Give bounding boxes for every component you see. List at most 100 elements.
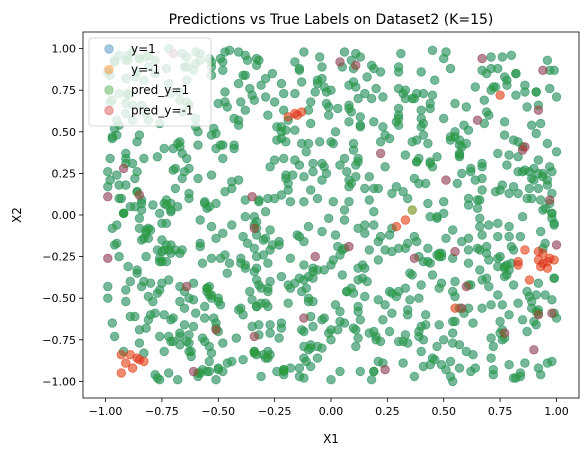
scatter-point bbox=[312, 341, 323, 352]
scatter-point bbox=[355, 315, 366, 325]
scatter-point bbox=[206, 293, 217, 303]
scatter-point bbox=[218, 228, 228, 239]
scatter-point bbox=[141, 323, 151, 333]
scatter-point bbox=[204, 356, 215, 367]
scatter-point bbox=[423, 138, 433, 149]
scatter-point bbox=[154, 375, 165, 385]
scatter-point bbox=[181, 281, 192, 292]
scatter-point bbox=[387, 223, 397, 234]
scatter-point bbox=[317, 175, 327, 185]
scatter-point bbox=[348, 288, 359, 298]
scatter-point bbox=[218, 366, 228, 377]
scatter-point bbox=[409, 173, 420, 184]
scatter-point bbox=[436, 248, 447, 259]
scatter-point bbox=[269, 193, 280, 204]
scatter-point bbox=[373, 295, 384, 305]
scatter-point bbox=[445, 135, 456, 145]
scatter-point bbox=[432, 152, 442, 162]
y-tick-label: −1.00 bbox=[42, 375, 76, 388]
scatter-point bbox=[145, 225, 156, 235]
x-tick-label: −0.25 bbox=[258, 405, 292, 418]
scatter-point bbox=[213, 365, 224, 375]
scatter-point bbox=[249, 243, 260, 254]
scatter-point bbox=[269, 97, 280, 107]
scatter-point bbox=[247, 321, 257, 332]
scatter-point bbox=[364, 171, 375, 182]
scatter-point bbox=[481, 68, 492, 79]
scatter-point bbox=[378, 122, 388, 132]
scatter-point bbox=[288, 170, 298, 180]
scatter-point bbox=[529, 345, 539, 355]
scatter-point bbox=[281, 125, 291, 135]
scatter-point bbox=[105, 175, 115, 185]
scatter-point bbox=[439, 196, 449, 207]
scatter-point bbox=[154, 256, 165, 267]
scatter-point bbox=[538, 248, 548, 259]
scatter-point bbox=[448, 225, 458, 235]
scatter-point bbox=[416, 122, 426, 132]
scatter-point bbox=[254, 320, 264, 330]
scatter-point bbox=[315, 137, 325, 147]
scatter-point bbox=[375, 231, 386, 242]
scatter-point bbox=[425, 258, 435, 268]
scatter-point bbox=[168, 313, 178, 323]
scatter-point bbox=[145, 310, 156, 320]
scatter-point bbox=[486, 85, 496, 95]
scatter-point bbox=[371, 83, 381, 94]
scatter-point bbox=[393, 83, 404, 94]
scatter-point bbox=[297, 138, 307, 149]
scatter-point bbox=[175, 296, 185, 307]
scatter-point bbox=[369, 220, 379, 230]
scatter-point bbox=[477, 230, 487, 240]
scatter-point bbox=[497, 300, 508, 310]
scatter-point bbox=[351, 160, 361, 170]
x-axis-ticks: −1.00 −0.75 −0.50 −0.25 0.00 0.25 0.50 0.75 1.00 bbox=[89, 398, 569, 418]
scatter-point bbox=[204, 290, 215, 300]
scatter-point bbox=[353, 153, 363, 164]
scatter-point bbox=[177, 173, 187, 184]
scatter-point bbox=[240, 50, 251, 61]
scatter-point bbox=[353, 306, 363, 317]
scatter-point bbox=[351, 341, 361, 352]
scatter-point bbox=[425, 98, 435, 109]
scatter-point bbox=[222, 102, 233, 112]
scatter-point bbox=[281, 173, 291, 184]
scatter-point bbox=[475, 213, 485, 224]
scatter-point bbox=[416, 67, 426, 77]
scatter-point bbox=[211, 233, 221, 244]
scatter-point bbox=[317, 315, 327, 325]
y-tick-label: 0.75 bbox=[52, 84, 77, 97]
scatter-point bbox=[461, 281, 472, 292]
scatter-point bbox=[317, 62, 327, 72]
scatter-point bbox=[312, 353, 323, 363]
scatter-point bbox=[315, 52, 325, 62]
scatter-point bbox=[279, 365, 289, 375]
scatter-point bbox=[330, 230, 341, 240]
scatter-point bbox=[233, 78, 244, 89]
scatter-point bbox=[488, 82, 499, 92]
scatter-point bbox=[448, 225, 458, 235]
scatter-point bbox=[184, 346, 194, 357]
scatter-point bbox=[484, 281, 494, 292]
scatter-point bbox=[393, 103, 404, 114]
scatter-point bbox=[206, 130, 217, 140]
scatter-point bbox=[542, 180, 553, 190]
scatter-point bbox=[202, 283, 212, 293]
scatter-point bbox=[344, 80, 354, 90]
scatter-point bbox=[211, 128, 221, 139]
scatter-point bbox=[432, 341, 442, 352]
scatter-point bbox=[373, 255, 384, 265]
scatter-point bbox=[414, 293, 424, 303]
scatter-point bbox=[107, 133, 118, 144]
scatter-point bbox=[414, 326, 424, 337]
scatter-point bbox=[531, 320, 541, 330]
scatter-point bbox=[206, 170, 217, 180]
scatter-point bbox=[263, 353, 273, 363]
scatter-point bbox=[425, 157, 435, 167]
scatter-point bbox=[416, 346, 426, 357]
scatter-point bbox=[328, 255, 339, 265]
scatter-point bbox=[380, 162, 390, 172]
scatter-point bbox=[265, 320, 275, 330]
scatter-point bbox=[466, 366, 476, 377]
scatter-point bbox=[251, 350, 262, 360]
